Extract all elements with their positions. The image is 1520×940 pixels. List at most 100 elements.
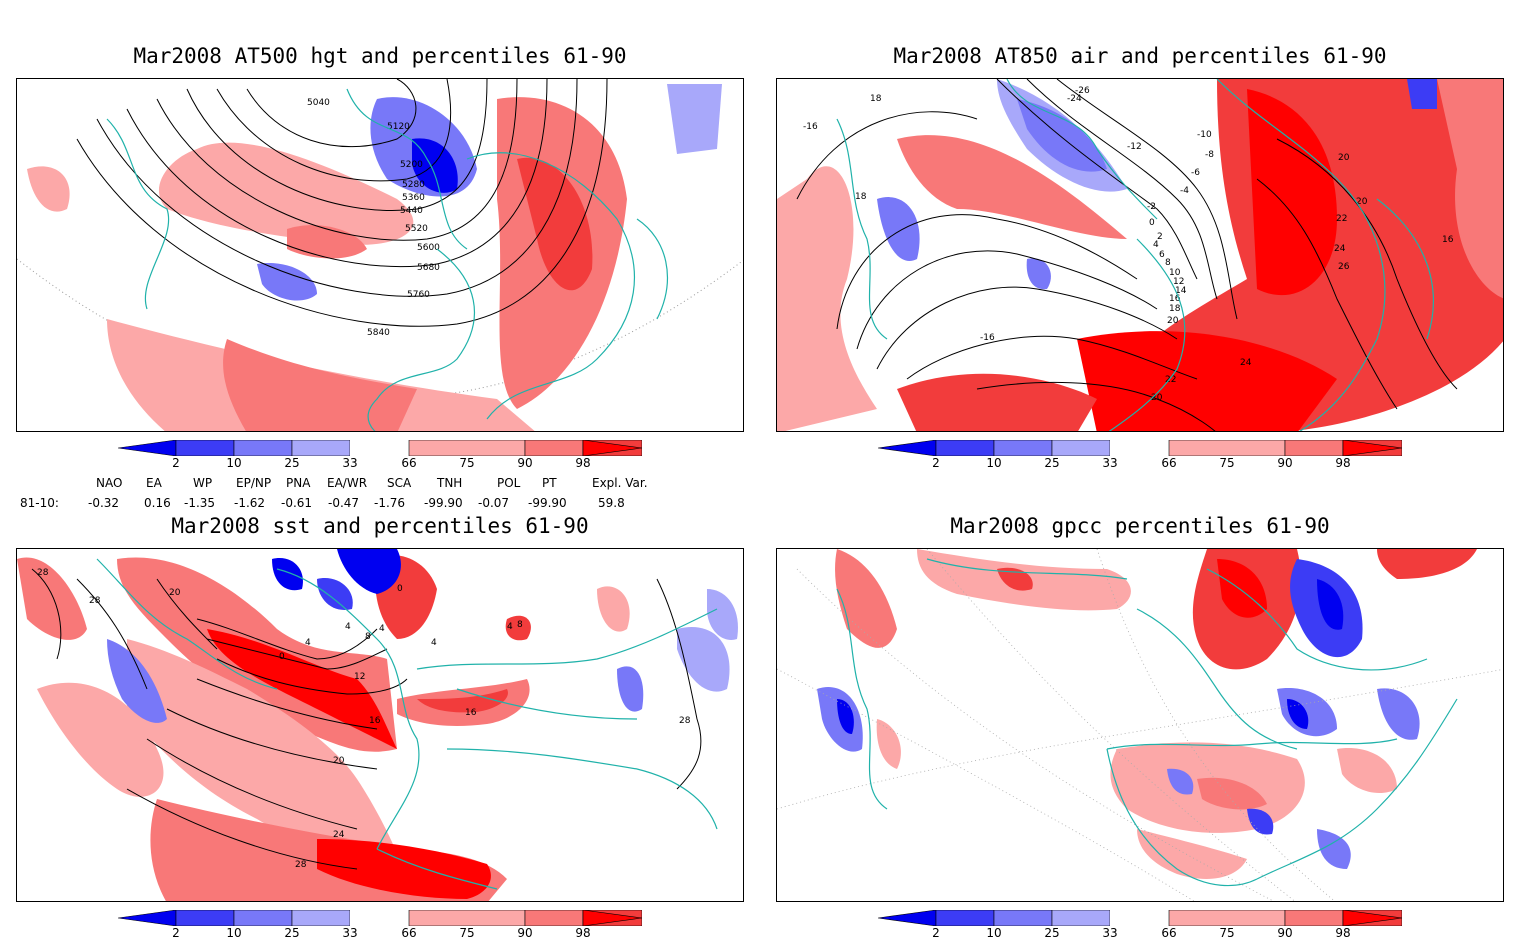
colorbar-label-sst-1: 10 [226, 926, 242, 940]
svg-text:28: 28 [295, 860, 307, 870]
stats-value-explvar: 59.8 [598, 496, 625, 510]
colorbar-sst: 2 10 25 33 66 75 90 98 [117, 909, 643, 940]
svg-text:16: 16 [465, 708, 477, 718]
colorbar-label-air-2: 25 [1044, 456, 1060, 470]
svg-text:-26: -26 [1075, 86, 1090, 96]
svg-text:5680: 5680 [417, 263, 440, 273]
svg-text:-16: -16 [803, 122, 818, 132]
colorbar-air: 2 10 25 33 66 75 90 98 [877, 439, 1403, 470]
colorbar-segment-sst-8 [582, 909, 643, 927]
svg-text:8: 8 [517, 620, 523, 630]
colorbar-segment-sst-3 [291, 909, 351, 927]
svg-text:20: 20 [169, 588, 181, 598]
colorbar-label-sst-7: 98 [575, 926, 591, 940]
colorbar-segment-air-2 [993, 439, 1053, 457]
svg-text:16: 16 [1442, 235, 1454, 245]
colorbar-label-gpcc-2: 25 [1044, 926, 1060, 940]
colorbar-label-hgt-4: 66 [401, 456, 417, 470]
svg-text:4: 4 [431, 638, 437, 648]
svg-text:-4: -4 [1180, 186, 1189, 196]
colorbar-label-sst-2: 25 [284, 926, 300, 940]
colorbar-label-gpcc-0: 2 [932, 926, 940, 940]
svg-text:5840: 5840 [367, 328, 390, 338]
colorbar-label-air-7: 98 [1335, 456, 1351, 470]
svg-text:20: 20 [1338, 153, 1350, 163]
svg-text:12: 12 [354, 672, 365, 682]
svg-text:4: 4 [507, 622, 513, 632]
colorbar-label-sst-0: 2 [172, 926, 180, 940]
svg-text:24: 24 [1334, 244, 1346, 254]
map-air: 18 -16 18 -24-26 -12 -10 -8 -6 -4 -2 02 46 8… [777, 79, 1503, 431]
colorbar-label-sst-4: 66 [401, 926, 417, 940]
map-panel-gpcc [776, 548, 1504, 902]
svg-text:0: 0 [1149, 218, 1155, 228]
svg-text:5280: 5280 [402, 180, 425, 190]
stats-value-pol: -0.07 [478, 496, 510, 510]
svg-text:-10: -10 [1197, 130, 1212, 140]
svg-text:4: 4 [305, 638, 311, 648]
colorbar-label-hgt-2: 25 [284, 456, 300, 470]
colorbar-segment-sst-4 [350, 910, 409, 926]
colorbar-swatches-sst [117, 909, 643, 927]
svg-text:5440: 5440 [400, 206, 423, 216]
svg-text:20: 20 [1356, 197, 1368, 207]
svg-text:4: 4 [1153, 240, 1159, 250]
panel-title-gpcc: Mar2008 gpcc percentiles 61-90 [950, 514, 1330, 538]
colorbar-label-air-0: 2 [932, 456, 940, 470]
svg-text:4: 4 [379, 624, 385, 634]
colorbar-segment-sst-5 [408, 909, 526, 927]
svg-text:20: 20 [333, 756, 345, 766]
svg-text:26: 26 [1338, 262, 1350, 272]
svg-text:18: 18 [870, 94, 882, 104]
colorbar-segment-gpcc-3 [1051, 909, 1111, 927]
stats-header-pna: PNA [286, 476, 311, 490]
svg-text:8: 8 [1165, 258, 1171, 268]
svg-text:-12: -12 [1127, 142, 1142, 152]
stats-header-wp: WP [193, 476, 213, 490]
stats-value-sca: -1.76 [374, 496, 406, 510]
svg-text:4: 4 [345, 622, 351, 632]
colorbar-segment-air-0 [877, 439, 937, 457]
svg-text:0: 0 [279, 652, 285, 662]
svg-text:16: 16 [1169, 294, 1181, 304]
colorbar-label-gpcc-4: 66 [1161, 926, 1177, 940]
colorbar-label-gpcc-5: 75 [1219, 926, 1235, 940]
colorbar-label-hgt-3: 33 [342, 456, 358, 470]
colorbar-label-gpcc-3: 33 [1102, 926, 1118, 940]
stats-header-ea: EA [146, 476, 162, 490]
svg-text:14: 14 [1175, 286, 1187, 296]
colorbar-segment-air-8 [1342, 439, 1403, 457]
map-hgt: 5040 5120 5200 5280 5360 5440 5520 5600 5680… [17, 79, 743, 431]
stats-value-tnh: -99.90 [424, 496, 463, 510]
stats-value-pt: -99.90 [528, 496, 567, 510]
colorbar-segment-sst-1 [175, 909, 235, 927]
svg-text:16: 16 [369, 716, 381, 726]
colorbar-segment-air-5 [1168, 439, 1286, 457]
colorbar-segment-gpcc-2 [993, 909, 1053, 927]
stats-header-pol: POL [497, 476, 521, 490]
colorbar-segment-hgt-4 [350, 440, 409, 456]
colorbar-swatches-hgt [117, 439, 643, 457]
svg-text:22: 22 [1165, 375, 1176, 385]
colorbar-label-air-3: 33 [1102, 456, 1118, 470]
svg-text:5360: 5360 [402, 193, 425, 203]
svg-text:5200: 5200 [400, 160, 423, 170]
stats-header-explvar: Expl. Var. [592, 476, 648, 490]
colorbar-label-hgt-1: 10 [226, 456, 242, 470]
stats-value-ea: 0.16 [144, 496, 171, 510]
colorbar-label-gpcc-1: 10 [986, 926, 1002, 940]
colorbar-segment-hgt-8 [582, 439, 643, 457]
svg-text:5600: 5600 [417, 243, 440, 253]
stats-value-nao: -0.32 [88, 496, 120, 510]
svg-text:0: 0 [397, 584, 403, 594]
colorbar-label-sst-5: 75 [459, 926, 475, 940]
colorbar-segment-gpcc-4 [1110, 910, 1169, 926]
colorbar-gpcc: 2 10 25 33 66 75 90 98 [877, 909, 1403, 940]
stats-header-eawr: EA/WR [327, 476, 368, 490]
colorbar-segment-gpcc-0 [877, 909, 937, 927]
map-gpcc [777, 549, 1503, 901]
stats-header-pt: PT [542, 476, 557, 490]
